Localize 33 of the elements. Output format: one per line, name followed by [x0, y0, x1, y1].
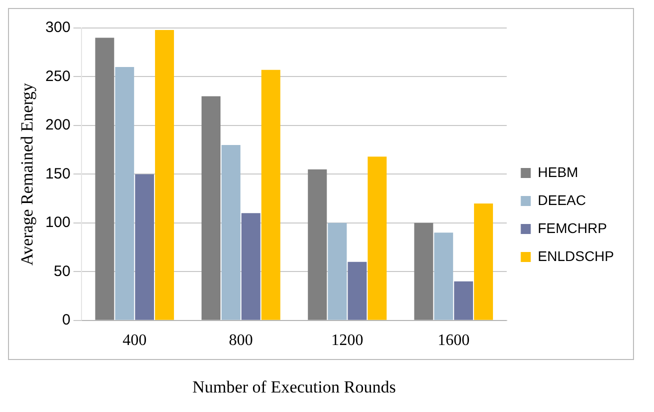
bar: [368, 156, 387, 320]
legend-label: HEBM: [538, 164, 578, 180]
legend-label: FEMCHRP: [538, 220, 607, 236]
bar: [115, 66, 134, 320]
y-tick-label: 300: [45, 19, 70, 36]
y-tick-label: 150: [45, 165, 70, 182]
bar: [434, 232, 454, 320]
bar: [95, 38, 114, 320]
y-tick-label: 200: [45, 116, 70, 134]
bar: [241, 213, 260, 320]
y-tick-label: 100: [45, 214, 70, 232]
legend-label: DEEAC: [538, 192, 586, 208]
bar: [414, 222, 434, 320]
bar: [328, 222, 347, 320]
y-tick-label: 0: [62, 312, 70, 329]
y-tick-label: 50: [54, 262, 70, 280]
bar: [155, 30, 174, 320]
x-tick-label: 1600: [438, 332, 470, 350]
x-axis-title: Number of Execution Rounds: [192, 377, 396, 396]
legend-label: ENLDSCHP: [538, 248, 614, 264]
y-tick-label: 250: [45, 68, 70, 85]
bar: [202, 96, 220, 320]
bar: [474, 203, 493, 320]
bar: [135, 174, 154, 320]
bar: [261, 70, 280, 320]
x-tick-label: 800: [228, 332, 253, 350]
x-tick-label: 400: [122, 332, 147, 350]
y-axis-title: Average Remained Energy: [18, 82, 37, 266]
bar: [348, 262, 367, 320]
bar: [221, 144, 240, 320]
bar: [308, 169, 327, 320]
bar: [454, 281, 474, 320]
x-tick-label: 1200: [331, 332, 364, 350]
